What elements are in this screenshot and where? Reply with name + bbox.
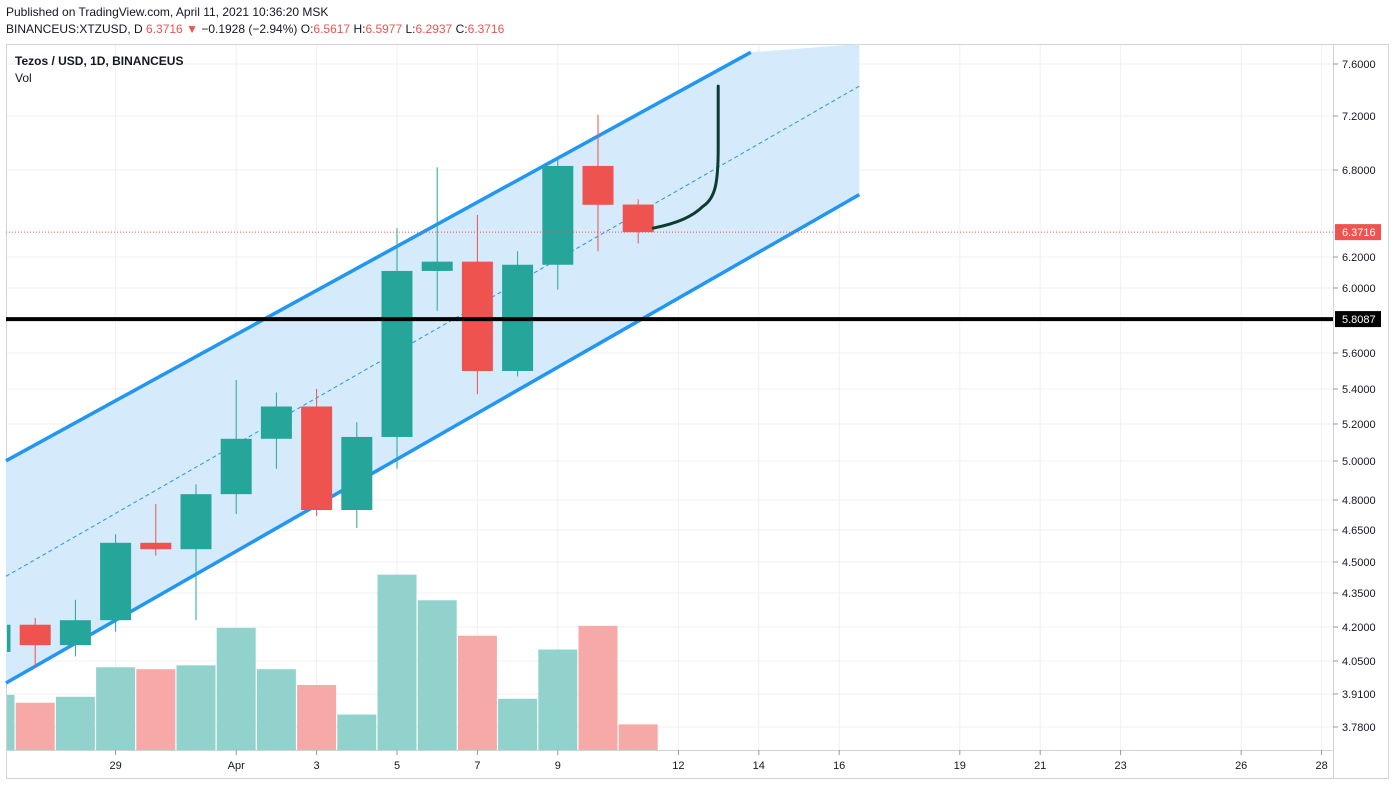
volume-bar xyxy=(96,667,136,750)
candle-body xyxy=(140,542,172,550)
candle-body xyxy=(100,542,132,621)
volume-bars xyxy=(7,574,658,750)
volume-bar xyxy=(256,669,296,750)
open-value: 6.5617 xyxy=(313,22,351,36)
time-tick-label: 7 xyxy=(474,760,480,772)
volume-bar xyxy=(578,625,618,750)
projection-curve xyxy=(651,84,720,230)
chart-legend: Tezos / USD, 1D, BINANCEUS Vol xyxy=(15,53,183,87)
candle-body xyxy=(59,620,91,646)
price-tick-label: 4.6500 xyxy=(1342,525,1376,537)
time-tick-label: Apr xyxy=(228,760,245,772)
time-tick-label: 16 xyxy=(833,760,845,772)
regression-channel[interactable] xyxy=(5,44,861,685)
last-price-tag-label: 6.3716 xyxy=(1342,227,1376,239)
published-note: Published on TradingView.com, April 11, … xyxy=(6,5,329,19)
candle-body xyxy=(542,165,574,265)
volume-bar xyxy=(136,669,176,750)
channel-upper-line xyxy=(5,50,752,463)
time-tick-label: 28 xyxy=(1315,760,1327,772)
candle-body xyxy=(7,624,11,652)
candle-body xyxy=(461,261,493,371)
price-tick-label: 5.4000 xyxy=(1342,384,1376,396)
price-change: −0.1928 (−2.94%) xyxy=(201,22,298,36)
close-value: 6.3716 xyxy=(467,22,505,36)
candle-body xyxy=(220,438,252,495)
open-label: O: xyxy=(300,22,314,36)
change-arrow-icon: ▼ xyxy=(186,22,198,36)
volume-bar xyxy=(337,714,377,750)
candle-body xyxy=(260,406,292,439)
time-tick-label: 12 xyxy=(672,760,684,772)
time-tick-label: 26 xyxy=(1235,760,1247,772)
price-tick-label: 3.9100 xyxy=(1342,689,1376,701)
volume-bar xyxy=(538,649,578,750)
time-tick-label: 9 xyxy=(555,760,561,772)
price-tick-label: 4.3500 xyxy=(1342,588,1376,600)
channel-fill xyxy=(6,44,860,683)
candle-body xyxy=(301,406,333,510)
time-axis[interactable]: 29 Apr 3 5 7 9 12 14 16 19 21 23 26 28 xyxy=(109,750,1328,772)
price-tick-label: 3.7800 xyxy=(1342,722,1376,734)
overlay-lines[interactable] xyxy=(6,84,1333,322)
support-price-tag-label: 5.8087 xyxy=(1342,314,1376,326)
volume-bar xyxy=(297,684,337,750)
channel-lower-line xyxy=(5,193,861,685)
candle-body xyxy=(180,494,212,550)
price-tick-label: 6.8000 xyxy=(1342,165,1376,177)
volume-bar xyxy=(55,696,95,750)
low-label: L: xyxy=(405,22,416,36)
price-tick-label: 7.6000 xyxy=(1342,59,1376,71)
time-tick-label: 14 xyxy=(753,760,765,772)
low-value: 6.2937 xyxy=(415,22,453,36)
symbol-label: BINANCEUS:XTZUSD, D xyxy=(6,22,143,36)
price-tick-label: 4.2000 xyxy=(1342,622,1376,634)
time-tick-label: 23 xyxy=(1114,760,1126,772)
candle-body xyxy=(341,436,373,510)
volume-bar xyxy=(7,694,15,750)
channel-middle-line xyxy=(5,85,860,577)
price-tick-label: 5.2000 xyxy=(1342,419,1376,431)
last-price-tag xyxy=(1335,224,1381,241)
volume-bar xyxy=(216,627,256,750)
support-price-tag xyxy=(1335,311,1381,328)
high-label: H: xyxy=(353,22,366,36)
price-tick-label: 5.0000 xyxy=(1342,456,1376,468)
price-tick-label: 6.0000 xyxy=(1342,283,1376,295)
volume-bar xyxy=(176,665,216,750)
candle-body xyxy=(622,204,654,233)
time-tick-label: 21 xyxy=(1034,760,1046,772)
candle-body xyxy=(421,261,453,271)
price-tick-label: 4.5000 xyxy=(1342,557,1376,569)
volume-bar xyxy=(498,698,538,750)
volume-bar xyxy=(377,574,417,750)
candle-body xyxy=(19,624,51,646)
legend-volume: Vol xyxy=(15,71,32,85)
price-tick-label: 4.0500 xyxy=(1342,656,1376,668)
price-tick-label: 7.2000 xyxy=(1342,111,1376,123)
volume-bar xyxy=(457,635,497,750)
high-value: 6.5977 xyxy=(365,22,403,36)
price-tick-label: 4.8000 xyxy=(1342,495,1376,507)
time-tick-label: 5 xyxy=(394,760,400,772)
time-tick-label: 29 xyxy=(109,760,121,772)
volume-bar xyxy=(618,724,658,750)
chart-frame xyxy=(6,44,1389,779)
price-tick-label: 5.6000 xyxy=(1342,348,1376,360)
last-price: 6.3716 xyxy=(146,22,183,36)
ohlc-header: BINANCEUS:XTZUSD, D 6.3716 ▼ −0.1928 (−2… xyxy=(6,22,504,36)
close-label: C: xyxy=(455,22,468,36)
time-tick-label: 3 xyxy=(314,760,320,772)
volume-bar xyxy=(417,600,457,750)
volume-bar xyxy=(15,702,55,750)
candle-body xyxy=(381,270,413,437)
price-axis[interactable]: 7.6000 7.2000 6.8000 6.2000 6.0000 5.6000 5.40… xyxy=(1333,59,1381,734)
time-tick-label: 19 xyxy=(954,760,966,772)
candle-body xyxy=(582,165,614,205)
legend-title: Tezos / USD, 1D, BINANCEUS xyxy=(15,54,184,68)
price-tick-label: 6.2000 xyxy=(1342,252,1376,264)
